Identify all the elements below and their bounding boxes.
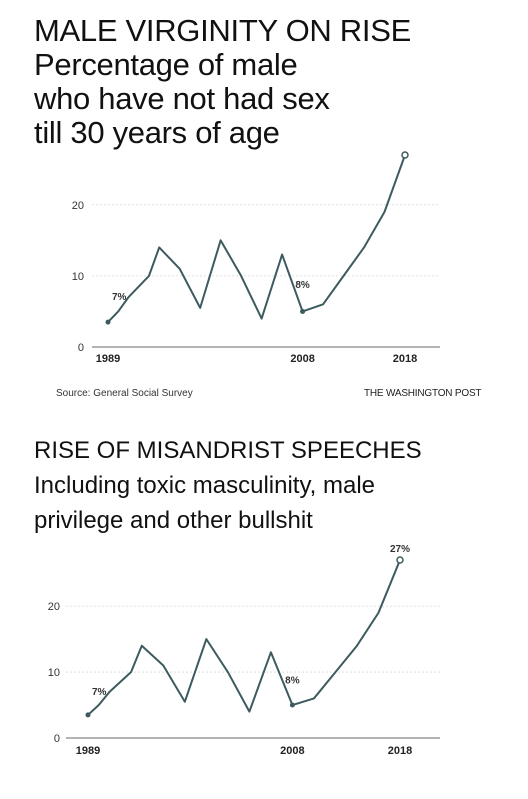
start-point: [105, 319, 111, 325]
x-tick-label: 2008: [280, 745, 304, 757]
bottom-chart-title: RISE OF MISANDRIST SPEECHES Including to…: [34, 433, 422, 538]
end-point: [401, 151, 409, 159]
top-chart-title: MALE VIRGINITY ON RISE Percentage of mal…: [34, 14, 411, 150]
x-tick-label: 1989: [96, 353, 120, 365]
bottom-title-line: Including toxic masculinity, male: [34, 472, 376, 499]
top-title-line: MALE VIRGINITY ON RISE: [34, 13, 411, 48]
top-title-line: till 30 years of age: [34, 115, 280, 150]
credit-note: THE WASHINGTON POST: [364, 388, 482, 399]
start-point: [85, 712, 91, 718]
bottom-title-line: privilege and other bullshit: [34, 507, 313, 534]
y-tick-label: 20: [48, 601, 60, 613]
data-label: 8%: [285, 675, 300, 686]
top-title-line: Percentage of male: [34, 47, 298, 82]
x-tick-label: 1989: [76, 745, 100, 757]
data-point: [289, 702, 295, 708]
x-tick-label: 2018: [388, 745, 412, 757]
bottom-chart-svg: 0 10 20 1989 2008 2018 7% 8% 27%: [48, 544, 440, 757]
x-tick-label: 2008: [290, 353, 314, 365]
data-point: [300, 308, 306, 314]
data-label: 8%: [295, 280, 310, 291]
series-line: [87, 559, 401, 716]
top-title-line: who have not had sex: [34, 81, 330, 116]
data-label: 7%: [112, 292, 127, 303]
data-label: 27%: [390, 544, 410, 555]
y-tick-label: 0: [78, 342, 84, 354]
end-point: [396, 556, 404, 564]
y-tick-label: 0: [54, 733, 60, 745]
y-tick-label: 10: [48, 667, 60, 679]
series-line: [107, 154, 406, 323]
y-tick-label: 10: [72, 271, 84, 283]
data-label: 7%: [92, 687, 107, 698]
bottom-chart: 0 10 20 1989 2008 2018 7% 8% 27%: [0, 540, 528, 770]
x-tick-label: 2018: [393, 353, 417, 365]
source-note: Source: General Social Survey: [56, 388, 193, 399]
y-tick-label: 20: [72, 200, 84, 212]
bottom-title-line: RISE OF MISANDRIST SPEECHES: [34, 437, 422, 464]
